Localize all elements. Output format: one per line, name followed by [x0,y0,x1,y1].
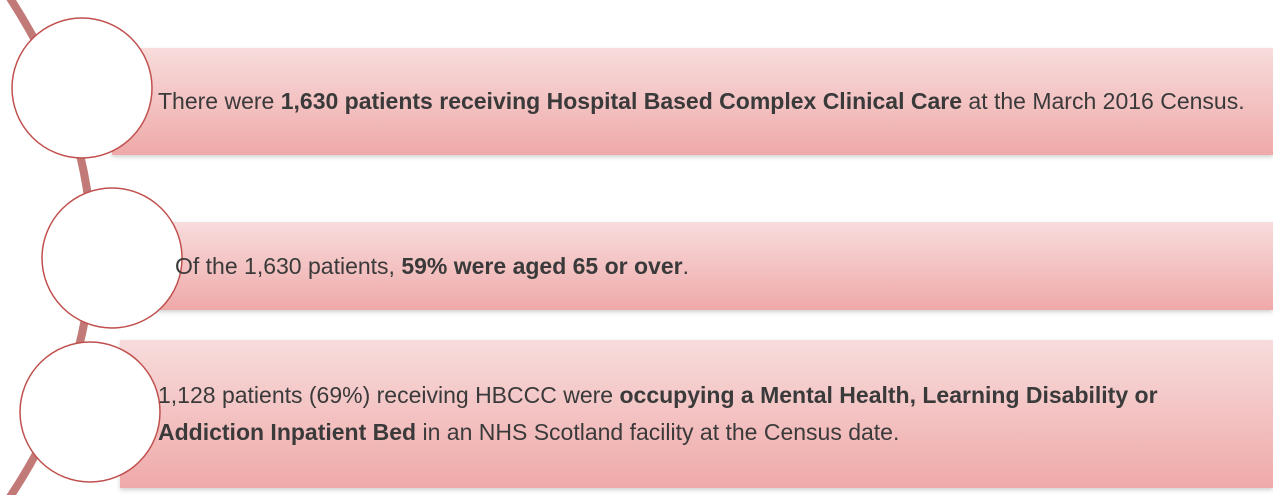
circle [41,187,183,329]
bar [120,340,1273,488]
text: . [682,252,689,279]
text: 1,128 patients (69%) receiving HBCCC wer… [158,382,620,408]
item-paragraph: There were 1,630 patients receiving Hosp… [158,83,1263,120]
item-text: 1,128 patients (69%) receiving HBCCC wer… [158,340,1263,488]
item-text: Of the 1,630 patients, 59% were aged 65 … [175,222,1265,310]
text: in an NHS Scotland facility at the Censu… [416,419,900,445]
circle [19,341,161,483]
bar [112,48,1273,155]
text: There were [158,88,281,114]
bar [140,222,1273,310]
bold-text: occupying a Mental Health, Learning Disa… [158,382,1158,445]
item-text: There were 1,630 patients receiving Hosp… [158,48,1263,155]
item-paragraph: 1,128 patients (69%) receiving HBCCC wer… [158,377,1263,451]
bold-text: 59% were aged 65 or over [401,252,683,279]
bold-text: 1,630 patients receiving Hospital Based … [280,88,963,114]
text: at the March 2016 Census. [962,88,1245,114]
text: Of the 1,630 patients, [175,252,402,279]
circle [11,17,153,159]
item-paragraph: Of the 1,630 patients, 59% were aged 65 … [175,248,1265,285]
